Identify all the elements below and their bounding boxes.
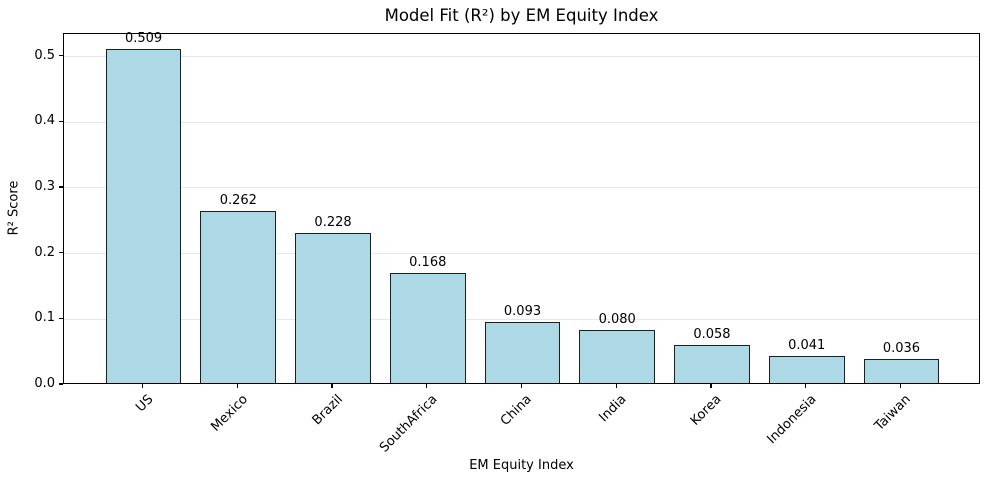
bar-value-label: 0.509 (124, 30, 163, 46)
gridline (64, 318, 979, 320)
bar-value-label: 0.093 (503, 303, 542, 319)
bar (200, 210, 277, 383)
x-tick-label: India (596, 392, 630, 426)
x-tick-label: Taiwan (872, 392, 915, 434)
x-tick-label: SouthAfrica (376, 392, 441, 456)
bar-value-label: 0.080 (598, 312, 636, 328)
bar (295, 233, 371, 383)
x-tick (141, 384, 144, 388)
x-tick-label: Mexico (208, 392, 251, 435)
y-tick-label: 0.2 (34, 244, 55, 260)
bar (105, 48, 182, 383)
bar (863, 359, 940, 383)
x-tick (426, 384, 428, 388)
plot-area: 0.509 0.262 0.228 0.168 0.093 0.080 0.058 0.041… (63, 30, 980, 384)
bar (389, 272, 466, 383)
bar-value-label: 0.168 (409, 254, 447, 270)
y-tick (59, 252, 63, 254)
y-tick (59, 317, 63, 319)
x-tick (520, 384, 523, 388)
bar (674, 344, 750, 383)
x-tick-label: China (498, 392, 536, 429)
bar-value-label: 0.036 (882, 341, 921, 357)
y-tick-label: 0.5 (34, 47, 55, 63)
x-tick (899, 384, 901, 388)
bar (768, 356, 845, 383)
bar-value-label: 0.262 (219, 192, 257, 208)
x-tick-label: Indonesia (764, 392, 820, 448)
x-tick-label: Brazil (309, 392, 346, 429)
gridline (64, 187, 979, 189)
y-tick (59, 383, 63, 385)
x-tick (710, 384, 712, 388)
gridline (64, 56, 979, 58)
gridline (64, 253, 979, 255)
x-tick-label: Korea (687, 392, 725, 429)
bar-value-label: 0.041 (788, 338, 826, 354)
x-tick (236, 384, 238, 388)
chart-title: Model Fit (R²) by EM Equity Index (384, 6, 659, 25)
x-tick (331, 384, 333, 388)
bar (484, 321, 561, 383)
y-tick-label: 0.3 (34, 178, 55, 194)
y-tick-label: 0.4 (34, 113, 55, 129)
bar-value-label: 0.228 (314, 215, 352, 231)
x-tick-label: US (133, 392, 157, 416)
bar-value-label: 0.058 (693, 326, 731, 342)
x-tick (615, 384, 617, 388)
y-tick (59, 55, 63, 57)
y-tick-label: 0.1 (34, 310, 55, 326)
y-tick-label: 0.0 (34, 376, 55, 391)
x-tick (805, 384, 807, 388)
y-tick (59, 186, 63, 188)
bar (579, 330, 656, 383)
x-axis-label: EM Equity Index (469, 458, 574, 473)
y-tick (59, 120, 63, 122)
gridline (64, 121, 979, 123)
